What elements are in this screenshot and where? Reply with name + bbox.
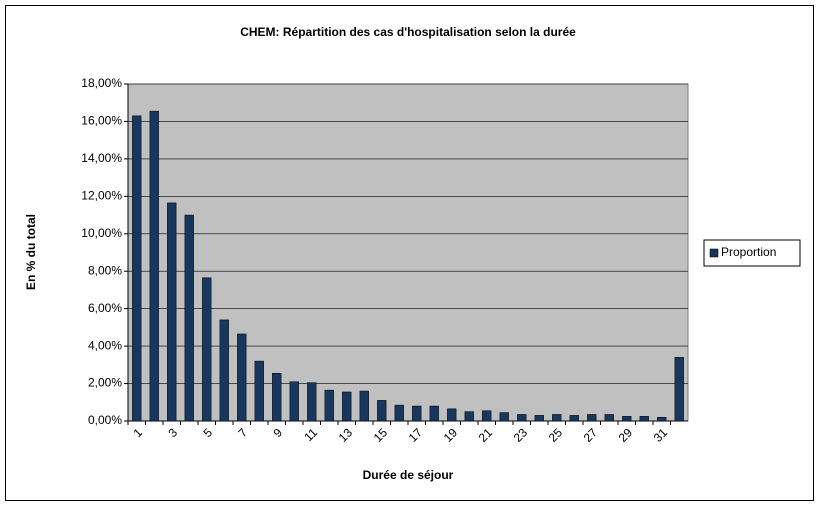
x-axis-label: Durée de séjour <box>363 468 454 482</box>
bar <box>202 277 212 422</box>
bar <box>464 411 474 422</box>
y-tick-label: 0,00% <box>88 413 122 427</box>
bar <box>307 382 317 422</box>
y-tick-label: 14,00% <box>81 151 122 165</box>
y-tick-label: 2,00% <box>88 376 122 390</box>
y-axis-label: En % du total <box>24 214 38 290</box>
y-tick-label: 12,00% <box>81 189 122 203</box>
y-tick-label: 8,00% <box>88 263 122 277</box>
bar <box>219 319 229 422</box>
bar <box>534 415 544 422</box>
bar <box>324 389 334 422</box>
bar <box>254 360 264 422</box>
bar <box>482 410 492 422</box>
bar <box>132 115 142 422</box>
bar <box>272 373 282 422</box>
bar <box>342 391 352 422</box>
y-tick-label: 16,00% <box>81 114 122 128</box>
bar <box>499 412 509 422</box>
bar <box>604 414 614 422</box>
bar <box>412 405 422 422</box>
bar <box>517 414 527 422</box>
bar <box>359 390 369 422</box>
bar <box>149 110 159 422</box>
bar <box>552 414 562 422</box>
bar <box>237 333 247 422</box>
bar <box>674 357 684 422</box>
bar <box>447 408 457 422</box>
chart-title: CHEM: Répartition des cas d'hospitalisat… <box>240 25 576 39</box>
y-tick-label: 18,00% <box>81 76 122 90</box>
bar <box>622 416 632 422</box>
bar <box>639 416 649 422</box>
bar <box>167 202 177 422</box>
y-tick-label: 4,00% <box>88 338 122 352</box>
bar <box>429 405 439 422</box>
y-tick-label: 10,00% <box>81 226 122 240</box>
bar <box>587 414 597 422</box>
bar <box>394 404 404 422</box>
bar <box>289 381 299 422</box>
legend-box <box>703 239 801 267</box>
bar <box>657 417 667 422</box>
bar <box>184 214 194 422</box>
legend-label: Proportion <box>721 245 776 259</box>
bar <box>569 415 579 422</box>
plot-area <box>127 83 689 422</box>
legend-swatch <box>709 248 719 258</box>
y-tick-label: 6,00% <box>88 301 122 315</box>
bar <box>377 400 387 422</box>
